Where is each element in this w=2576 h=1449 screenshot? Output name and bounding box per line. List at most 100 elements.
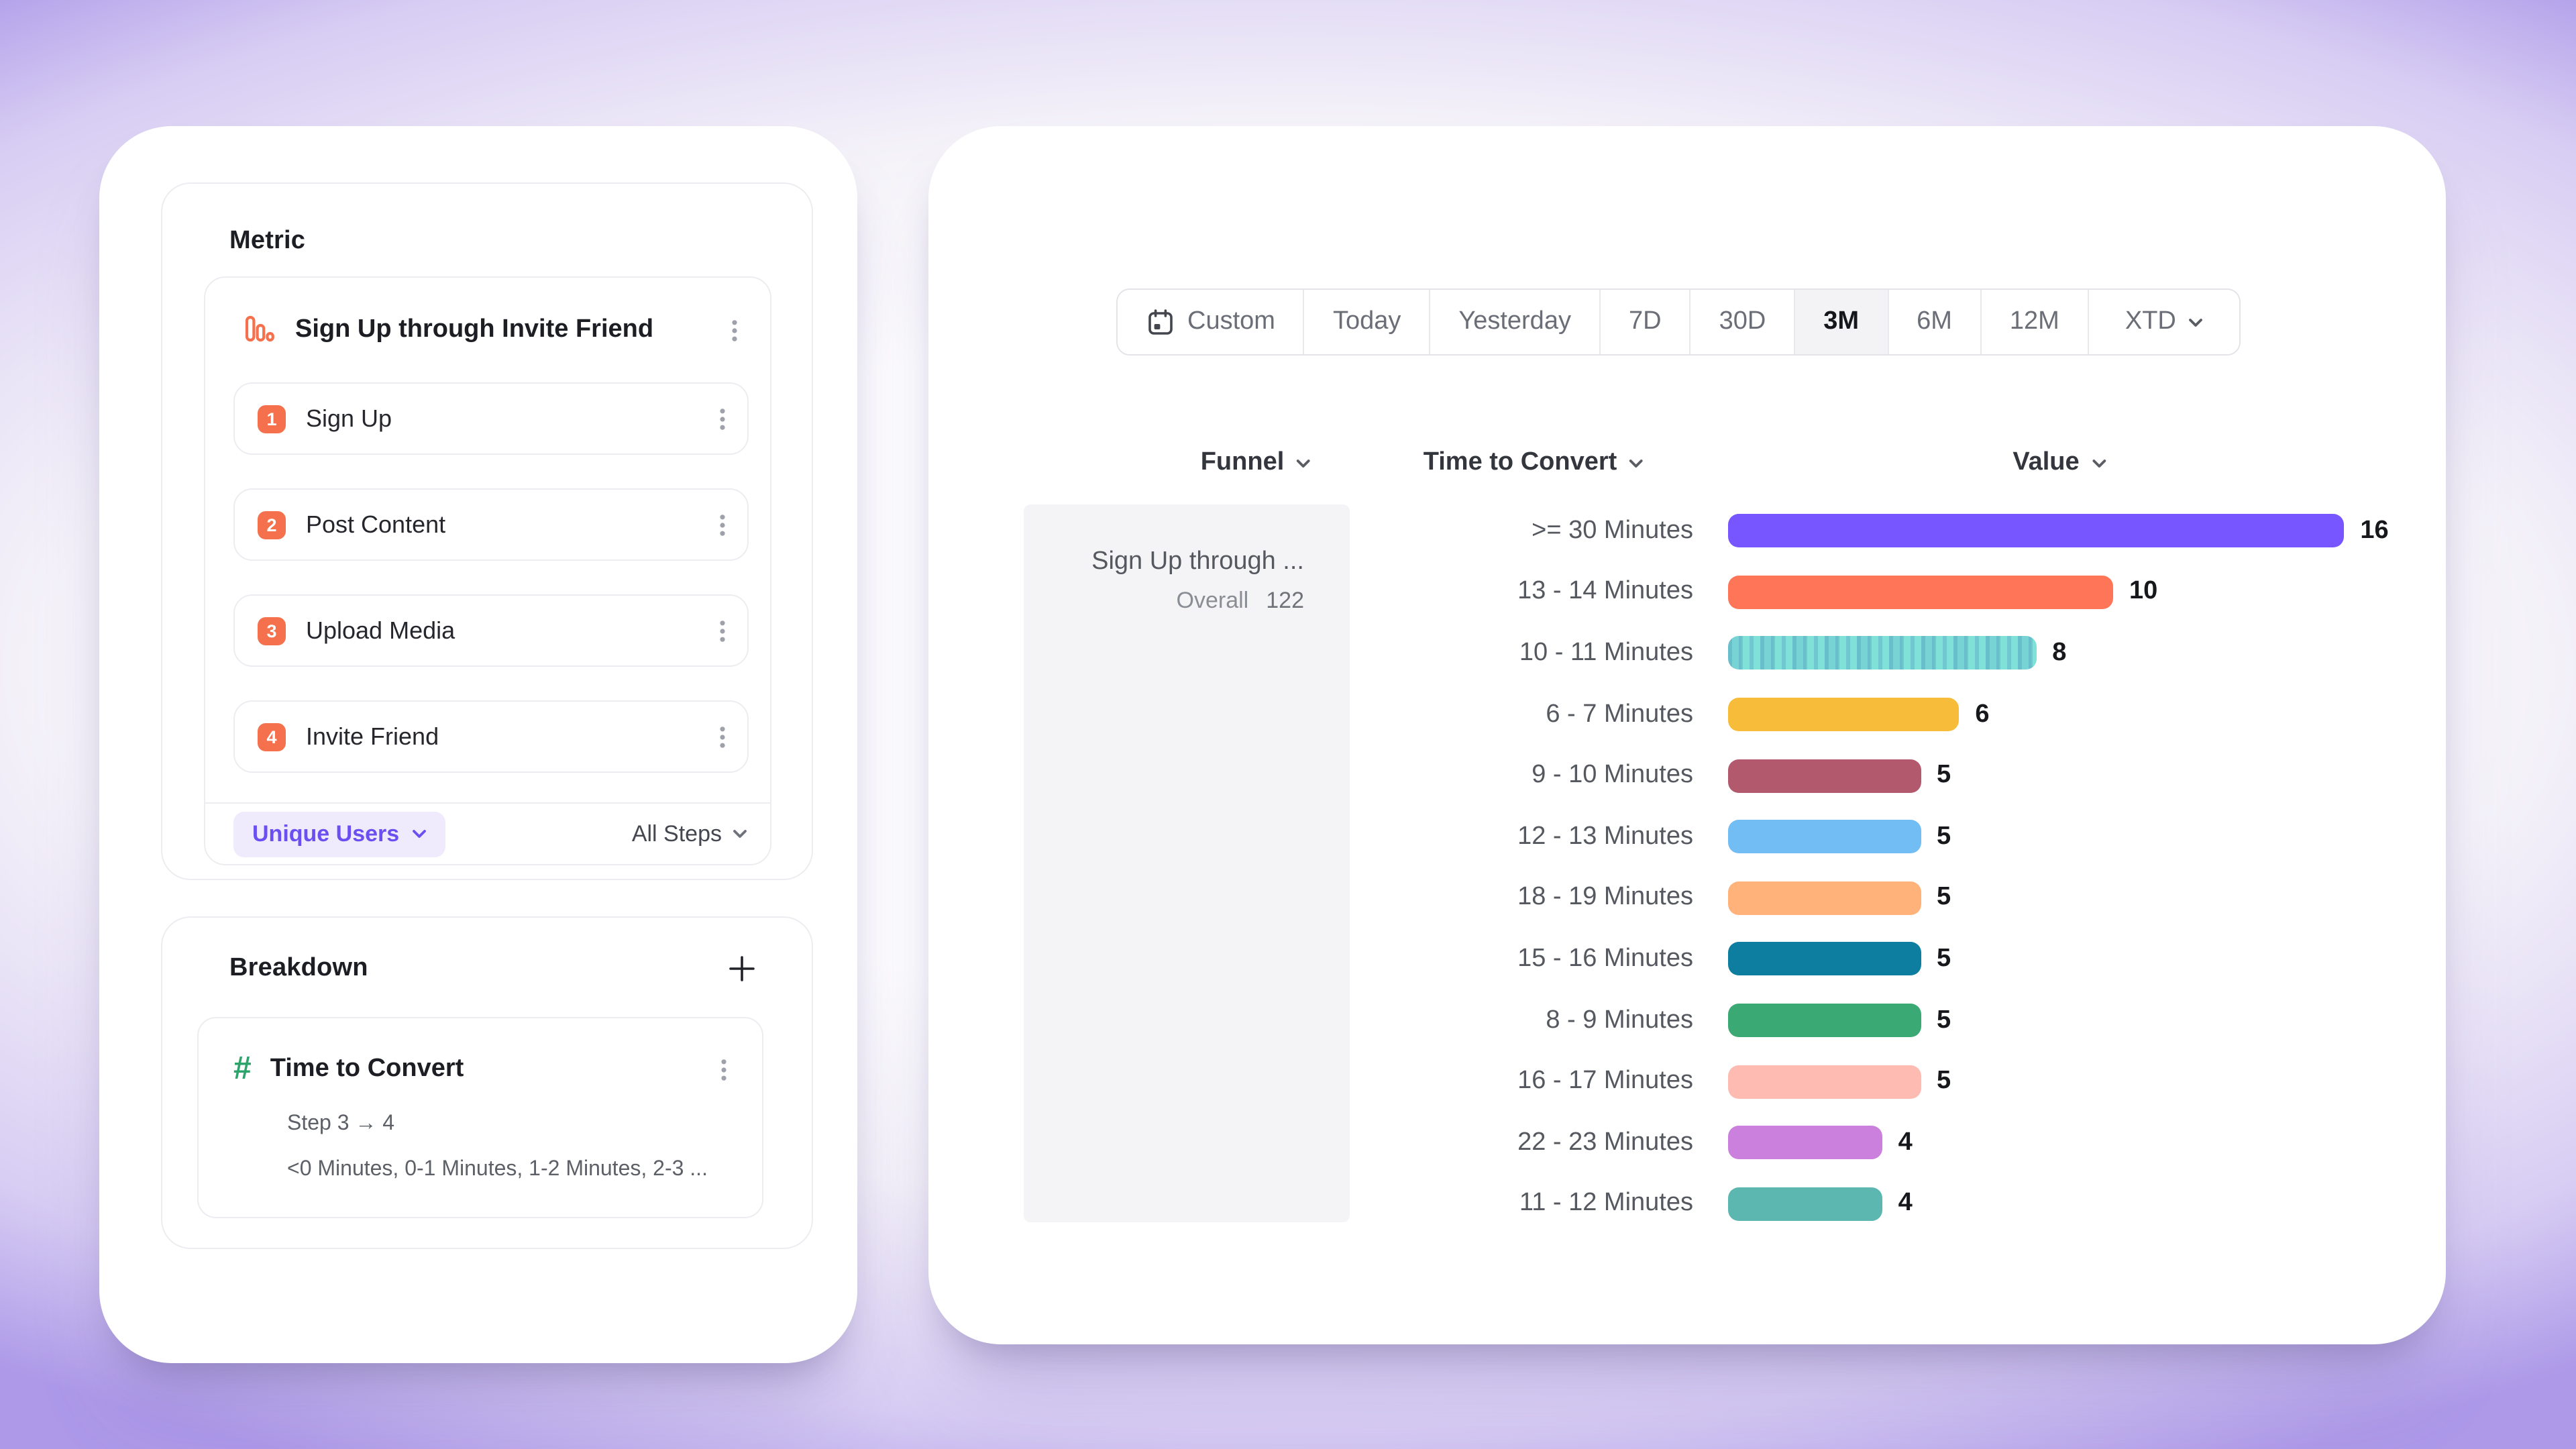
date-12m-button[interactable]: 12M — [1981, 290, 2089, 354]
date-today-button[interactable]: Today — [1304, 290, 1431, 354]
step-number-badge: 3 — [258, 616, 286, 645]
funnel-cell-overall: Overall 122 — [1176, 588, 1304, 613]
value-bar[interactable] — [1728, 759, 1921, 793]
bar-value: 5 — [1937, 1067, 1951, 1095]
kebab-menu-icon[interactable] — [718, 1055, 730, 1083]
bucket-label: 15 - 16 Minutes — [1517, 944, 1693, 973]
step-label: Sign Up — [306, 405, 392, 431]
chart-row: 10 - 11 Minutes 8 — [1371, 623, 2389, 684]
step-label: Upload Media — [306, 616, 455, 643]
chart-row: 13 - 14 Minutes 10 — [1371, 561, 2389, 623]
bar-value: 4 — [1898, 1189, 1913, 1218]
breakdown-buckets-preview: <0 Minutes, 0-1 Minutes, 1-2 Minutes, 2-… — [287, 1158, 708, 1181]
date-6m-button[interactable]: 6M — [1888, 290, 1982, 354]
funnel-step-row[interactable]: 2 Post Content — [233, 488, 749, 561]
bar-value: 6 — [1975, 700, 1990, 729]
chart-row: 6 - 7 Minutes 6 — [1371, 684, 2389, 745]
chart-row: 12 - 13 Minutes 5 — [1371, 806, 2389, 867]
value-bar[interactable] — [1728, 942, 1921, 976]
bar-chart: >= 30 Minutes 16 13 - 14 Minutes 10 10 -… — [1371, 500, 2389, 1234]
steps-scope-dropdown[interactable]: All Steps — [632, 820, 747, 847]
step-label: Invite Friend — [306, 722, 439, 749]
funnel-cell-name: Sign Up through ... — [1091, 547, 1304, 576]
bucket-label: 11 - 12 Minutes — [1519, 1189, 1693, 1218]
chevron-down-icon — [2092, 458, 2106, 468]
funnel-name: Sign Up through Invite Friend — [295, 315, 654, 343]
funnel-step-row[interactable]: 3 Upload Media — [233, 594, 749, 667]
bar-value: 5 — [1937, 1006, 1951, 1034]
kebab-menu-icon[interactable] — [716, 511, 729, 539]
metric-group-header[interactable]: Sign Up through Invite Friend — [205, 278, 770, 347]
date-range-picker: Custom Today Yesterday 7D 30D 3M 6M 12M … — [1116, 288, 2241, 356]
report-card: Custom Today Yesterday 7D 30D 3M 6M 12M … — [928, 126, 2446, 1344]
bucket-label: 10 - 11 Minutes — [1519, 638, 1693, 667]
kebab-menu-icon[interactable] — [716, 722, 729, 751]
date-custom-button[interactable]: Custom — [1118, 290, 1305, 354]
metric-panel: Metric Sign Up through Invite Friend — [161, 182, 813, 880]
bucket-label: 9 - 10 Minutes — [1532, 761, 1693, 790]
chevron-down-icon — [733, 829, 747, 839]
chart-row: 18 - 19 Minutes 5 — [1371, 867, 2389, 928]
bucket-label: 6 - 7 Minutes — [1546, 700, 1693, 729]
bucket-label: 12 - 13 Minutes — [1517, 822, 1693, 851]
value-bar[interactable] — [1728, 636, 2037, 670]
date-yesterday-button[interactable]: Yesterday — [1430, 290, 1601, 354]
bucket-label: 16 - 17 Minutes — [1517, 1067, 1693, 1095]
value-bar[interactable] — [1728, 575, 2113, 609]
counting-method-label: Unique Users — [252, 820, 400, 846]
column-header-value[interactable]: Value — [2012, 448, 2106, 478]
chart-row: >= 30 Minutes 16 — [1371, 500, 2389, 561]
bar-value: 5 — [1937, 822, 1951, 851]
value-bar[interactable] — [1728, 1187, 1882, 1221]
value-bar[interactable] — [1728, 514, 2345, 548]
query-builder-card: Metric Sign Up through Invite Friend — [99, 126, 857, 1363]
chart-row: 22 - 23 Minutes 4 — [1371, 1112, 2389, 1173]
bar-value: 16 — [2360, 516, 2389, 545]
date-3m-button-selected[interactable]: 3M — [1795, 290, 1889, 354]
metric-group-card: Sign Up through Invite Friend 1 Sign Up — [204, 276, 771, 865]
value-bar[interactable] — [1728, 820, 1921, 854]
counting-method-dropdown[interactable]: Unique Users — [233, 811, 445, 857]
step-number-badge: 2 — [258, 511, 286, 539]
chevron-down-icon — [411, 829, 426, 839]
funnel-cell[interactable]: Sign Up through ... Overall 122 — [1024, 504, 1350, 1222]
funnel-steps-list: 1 Sign Up 2 Post Content 3 — [205, 347, 770, 773]
chevron-down-icon — [2188, 317, 2203, 327]
value-bar[interactable] — [1728, 881, 1921, 915]
chart-row: 16 - 17 Minutes 5 — [1371, 1051, 2389, 1112]
value-bar[interactable] — [1728, 698, 1960, 732]
hash-icon: # — [233, 1051, 252, 1087]
bucket-label: 8 - 9 Minutes — [1546, 1006, 1693, 1034]
add-breakdown-button[interactable] — [726, 953, 758, 985]
chart-row: 8 - 9 Minutes 5 — [1371, 990, 2389, 1051]
value-bar[interactable] — [1728, 1126, 1882, 1160]
kebab-menu-icon[interactable] — [716, 405, 729, 433]
metric-group-footer: Unique Users All Steps — [205, 802, 770, 864]
kebab-menu-icon[interactable] — [729, 316, 741, 344]
bucket-label: 22 - 23 Minutes — [1517, 1128, 1693, 1157]
funnel-step-row[interactable]: 4 Invite Friend — [233, 700, 749, 773]
breakdown-item-card[interactable]: # Time to Convert Step 3 → 4 <0 Minutes,… — [197, 1017, 763, 1218]
bar-value: 5 — [1937, 944, 1951, 973]
column-header-funnel[interactable]: Funnel — [1201, 448, 1311, 478]
column-header-time-to-convert[interactable]: Time to Convert — [1424, 448, 1644, 478]
bucket-label: >= 30 Minutes — [1532, 516, 1693, 545]
chevron-down-icon — [1296, 458, 1311, 468]
bar-value: 5 — [1937, 883, 1951, 912]
date-xtd-dropdown[interactable]: XTD — [2088, 290, 2239, 354]
date-30d-button[interactable]: 30D — [1690, 290, 1796, 354]
step-number-badge: 1 — [258, 405, 286, 433]
step-label: Post Content — [306, 511, 446, 537]
breakdown-step-range: Step 3 → 4 — [287, 1112, 395, 1135]
bar-value: 8 — [2052, 638, 2067, 667]
value-bar[interactable] — [1728, 1004, 1921, 1038]
value-bar[interactable] — [1728, 1065, 1921, 1099]
kebab-menu-icon[interactable] — [716, 616, 729, 645]
funnel-step-row[interactable]: 1 Sign Up — [233, 382, 749, 455]
chart-row: 15 - 16 Minutes 5 — [1371, 928, 2389, 989]
calendar-icon — [1146, 307, 1175, 337]
bar-value: 10 — [2129, 577, 2158, 606]
chart-row: 11 - 12 Minutes 4 — [1371, 1173, 2389, 1234]
date-7d-button[interactable]: 7D — [1600, 290, 1691, 354]
